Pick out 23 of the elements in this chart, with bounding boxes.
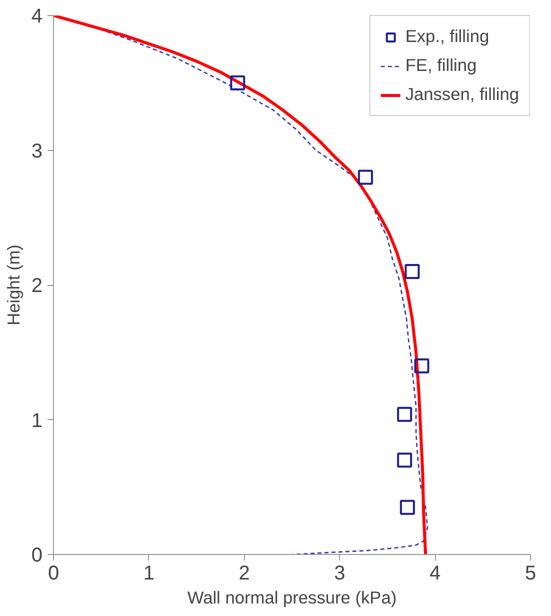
legend-label: Janssen, filling — [405, 84, 519, 105]
y-tick-label: 4 — [31, 6, 42, 28]
legend-label: Exp., filling — [405, 26, 490, 47]
point — [358, 170, 373, 185]
x-tick-label: 1 — [143, 562, 154, 584]
x-tick-label: 4 — [430, 562, 441, 584]
y-tick-label: 1 — [31, 410, 42, 432]
y-tick-label: 3 — [31, 140, 42, 162]
x-tick-label: 2 — [238, 562, 250, 584]
legend-label: FE, filling — [405, 55, 477, 76]
x-tick-label: 3 — [334, 562, 346, 584]
x-tick-label: 0 — [48, 562, 60, 584]
y-axis-title: Height (m) — [3, 244, 24, 326]
point — [397, 452, 412, 468]
x-tick-label: 5 — [524, 562, 536, 584]
y-tick-label: 0 — [31, 544, 42, 566]
point — [230, 75, 246, 90]
point — [400, 500, 415, 515]
point — [404, 264, 420, 280]
point — [414, 358, 430, 374]
x-axis-title: Wall normal pressure (kPa) — [187, 588, 397, 608]
point — [397, 406, 412, 422]
y-tick-label: 2 — [31, 275, 42, 297]
